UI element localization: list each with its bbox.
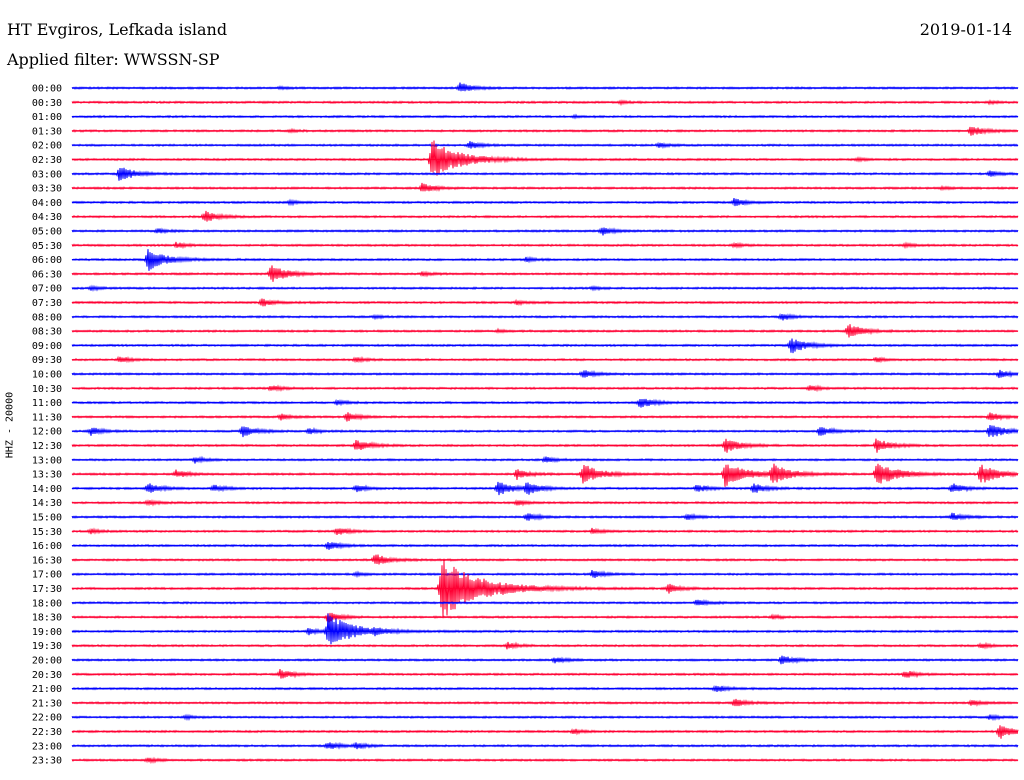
time-label: 13:00 [32,455,62,466]
station-title: HT Evgiros, Lefkada island [7,20,228,39]
time-label: 09:00 [32,341,62,352]
time-label: 06:30 [32,269,62,280]
filter-label: Applied filter: WWSSN-SP [7,50,220,69]
traces [71,82,1019,765]
time-label: 05:30 [32,241,62,252]
time-label: 05:00 [32,227,62,238]
time-label: 22:00 [32,713,62,724]
time-label: 23:30 [32,756,62,767]
time-label: 02:30 [32,155,62,166]
time-label: 04:30 [32,212,62,223]
time-label: 15:30 [32,527,62,538]
time-label: 16:00 [32,541,62,552]
time-label: 03:00 [32,169,62,180]
time-label: 18:30 [32,613,62,624]
time-label: 20:00 [32,656,62,667]
time-label: 14:00 [32,484,62,495]
time-label: 22:30 [32,727,62,738]
time-label: 04:00 [32,198,62,209]
time-label: 10:30 [32,384,62,395]
time-label: 23:00 [32,741,62,752]
time-label: 11:30 [32,412,62,423]
time-label: 02:00 [32,141,62,152]
time-label: 21:00 [32,684,62,695]
time-label: 18:00 [32,598,62,609]
date-label: 2019-01-14 [919,20,1012,39]
time-label: 14:30 [32,498,62,509]
time-label: 17:30 [32,584,62,595]
time-labels: 00:00 00:30 01:00 01:30 02:00 02:30 03:00 03:30… [32,84,62,767]
time-label: 15:00 [32,513,62,524]
time-label: 19:00 [32,627,62,638]
time-label: 13:30 [32,470,62,481]
time-label: 07:30 [32,298,62,309]
time-label: 00:00 [32,84,62,95]
time-label: 16:30 [32,555,62,566]
trace-line [71,182,1019,192]
trace-line [71,82,1019,92]
time-label: 01:00 [32,112,62,123]
time-label: 12:30 [32,441,62,452]
trace-line [71,463,1019,487]
time-label: 08:30 [32,327,62,338]
trace-line [71,398,1019,408]
time-label: 17:00 [32,570,62,581]
time-label: 08:00 [32,312,62,323]
time-label: 12:00 [32,427,62,438]
time-label: 21:30 [32,698,62,709]
time-label: 07:00 [32,284,62,295]
time-label: 10:00 [32,370,62,381]
time-label: 11:00 [32,398,62,409]
time-label: 01:30 [32,126,62,137]
time-label: 09:30 [32,355,62,366]
time-label: 00:30 [32,98,62,109]
time-label: 03:30 [32,184,62,195]
time-label: 06:00 [32,255,62,266]
time-label: 20:30 [32,670,62,681]
time-label: 19:30 [32,641,62,652]
